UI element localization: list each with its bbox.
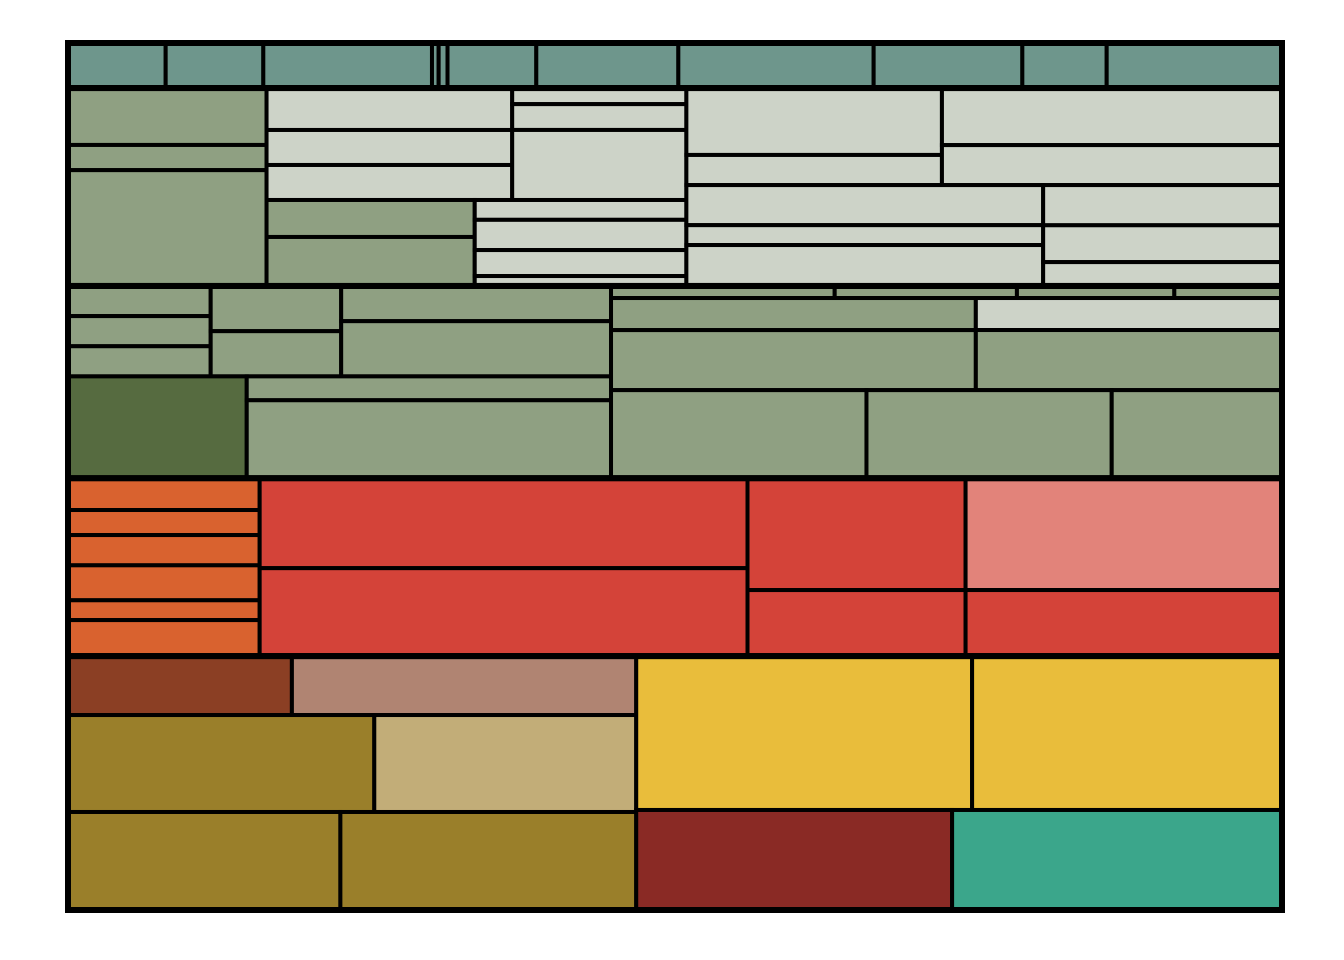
treemap-cell	[372, 713, 639, 814]
treemap-cell	[66, 654, 294, 718]
treemap-cell	[534, 41, 681, 91]
treemap-cell	[1020, 41, 1109, 91]
treemap-cell	[66, 598, 262, 623]
treemap-cell	[609, 296, 978, 333]
treemap-cell	[66, 314, 213, 349]
treemap-cell	[684, 152, 944, 188]
treemap-cell	[66, 533, 262, 568]
treemap-cell	[609, 328, 978, 393]
treemap-cell	[244, 398, 614, 481]
treemap-cell	[472, 197, 689, 222]
treemap-cell	[66, 344, 213, 379]
treemap-cell	[939, 86, 1284, 148]
treemap-cell	[745, 476, 968, 593]
treemap-cell	[973, 296, 1285, 333]
treemap-cell	[939, 143, 1284, 188]
treemap-cell	[339, 319, 614, 379]
treemap-cell	[684, 223, 1046, 248]
treemap-cell	[208, 283, 344, 334]
treemap-cell	[66, 508, 262, 538]
treemap-cell	[163, 41, 266, 91]
treemap-cell	[609, 388, 869, 481]
treemap-cell	[963, 588, 1284, 659]
treemap-cell	[1109, 388, 1284, 481]
frame	[65, 40, 1285, 913]
treemap-cell	[445, 41, 539, 91]
treemap-cell	[871, 41, 1025, 91]
treemap-cell	[339, 283, 614, 324]
treemap-cell	[684, 86, 944, 157]
treemap-cell	[676, 41, 876, 91]
treemap-cell	[261, 41, 434, 91]
treemap-cell	[973, 328, 1285, 393]
treemap-cell	[1041, 223, 1285, 265]
treemap-cell	[264, 234, 477, 288]
treemap-cell	[66, 142, 269, 173]
treemap-cell	[66, 168, 269, 288]
treemap-cell	[684, 183, 1046, 228]
treemap-cell	[950, 807, 1284, 913]
treemap-cell	[257, 476, 750, 571]
treemap-cell	[66, 809, 343, 912]
treemap-cell	[472, 217, 689, 253]
treemap-cell	[289, 654, 639, 718]
treemap-cell	[510, 102, 689, 132]
treemap-cell	[1041, 260, 1285, 288]
treemap-cell	[66, 713, 377, 814]
cells	[65, 40, 1285, 913]
treemap-cell	[257, 566, 750, 659]
treemap-cell	[66, 618, 262, 659]
treemap-cell	[634, 807, 955, 913]
treemap-cell	[66, 563, 262, 603]
treemap-cell	[1104, 41, 1284, 91]
treemap-cell	[208, 329, 344, 379]
treemap-cell	[264, 127, 515, 167]
treemap-cell	[684, 243, 1046, 288]
treemap-cell	[1041, 183, 1285, 228]
treemap-cell	[66, 374, 249, 481]
treemap-cell	[510, 127, 689, 202]
treemap-cell	[264, 162, 515, 202]
treemap-cell	[864, 388, 1114, 481]
treemap-cell	[634, 654, 975, 812]
treemap-cell	[66, 476, 262, 513]
treemap-cell	[472, 248, 689, 279]
treemap-cell	[745, 588, 968, 659]
treemap-cell	[264, 197, 477, 239]
treemap-cell	[244, 374, 614, 403]
treemap-cell	[264, 86, 515, 132]
treemap-cell	[66, 41, 168, 91]
treemap-cell	[66, 86, 269, 147]
treemap-cell	[963, 476, 1284, 593]
treemap-cell	[970, 654, 1284, 812]
treemap-cell	[66, 283, 213, 319]
treemap-cell	[338, 809, 639, 912]
